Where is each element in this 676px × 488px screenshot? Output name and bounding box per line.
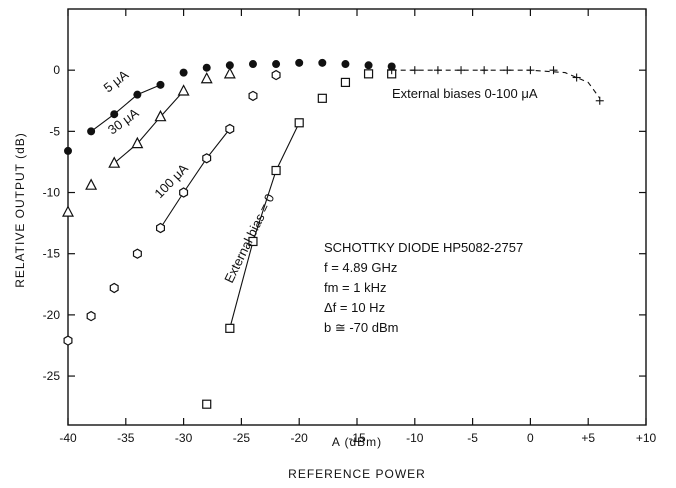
y-tick-label: -5 bbox=[49, 124, 60, 138]
data-point bbox=[156, 222, 165, 234]
data-point bbox=[318, 58, 327, 67]
data-point bbox=[63, 335, 73, 346]
data-point bbox=[225, 323, 235, 333]
x-tick-label: -15 bbox=[348, 431, 366, 445]
data-point bbox=[572, 73, 581, 82]
data-point bbox=[85, 178, 98, 190]
x-tick-label: -20 bbox=[291, 431, 309, 445]
data-point bbox=[156, 80, 165, 89]
data-point bbox=[62, 205, 74, 217]
data-point bbox=[480, 66, 489, 75]
y-tick-label: -25 bbox=[43, 369, 61, 383]
data-point bbox=[503, 66, 512, 75]
data-point bbox=[248, 60, 257, 69]
data-point bbox=[202, 63, 211, 72]
data-point bbox=[271, 165, 281, 176]
data-point bbox=[200, 71, 213, 84]
info-line: b ≅ -70 dBm bbox=[324, 320, 398, 335]
y-tick-label: -20 bbox=[43, 308, 61, 322]
x-tick-label: -5 bbox=[467, 431, 478, 445]
data-point bbox=[179, 68, 188, 77]
data-point bbox=[179, 187, 189, 198]
data-point bbox=[433, 66, 442, 75]
x-tick-label: -30 bbox=[175, 431, 193, 445]
x-tick-label: -25 bbox=[233, 431, 251, 445]
label-external-bias-0: External bias = 0 bbox=[221, 191, 277, 285]
data-point bbox=[295, 58, 304, 67]
data-point bbox=[133, 90, 142, 99]
x-tick-label: +5 bbox=[581, 431, 595, 445]
y-tick-label: 0 bbox=[53, 63, 60, 77]
y-axis-title: RELATIVE OUTPUT (dB) bbox=[13, 132, 27, 288]
data-point bbox=[595, 96, 604, 105]
x-axis-secondary-title: REFERENCE POWER bbox=[288, 467, 426, 481]
data-point bbox=[132, 248, 142, 259]
data-point bbox=[202, 153, 212, 164]
x-tick-label: 0 bbox=[527, 431, 534, 445]
data-point bbox=[272, 60, 281, 69]
data-points bbox=[62, 58, 604, 409]
data-point bbox=[271, 69, 281, 81]
data-point bbox=[341, 60, 350, 69]
data-point bbox=[294, 118, 304, 128]
data-point bbox=[549, 66, 558, 75]
x-axis-title: A (dBm) bbox=[332, 435, 382, 449]
data-point bbox=[248, 236, 258, 247]
data-point bbox=[87, 127, 96, 136]
data-point bbox=[317, 93, 327, 103]
data-point bbox=[340, 77, 351, 88]
fit-line bbox=[160, 128, 231, 229]
x-tick-label: -35 bbox=[117, 431, 135, 445]
axis-tick-labels: -40 -35 -30 -25 -20 -15 -10 -5 0 +5 +10 0 -5 -10 -15 -2… bbox=[43, 63, 657, 445]
data-point bbox=[248, 90, 258, 102]
x-tick-label: +10 bbox=[636, 431, 657, 445]
data-point bbox=[223, 67, 236, 79]
label-30ua: 30 μA bbox=[105, 105, 142, 137]
info-line: fm = 1 kHz bbox=[324, 280, 387, 295]
data-point bbox=[86, 310, 96, 322]
data-point bbox=[410, 66, 419, 75]
data-point bbox=[363, 69, 374, 79]
data-point bbox=[110, 110, 119, 119]
x-tick-label: -40 bbox=[59, 431, 77, 445]
fit-line bbox=[113, 90, 185, 164]
data-point bbox=[108, 156, 121, 168]
data-point bbox=[225, 61, 234, 70]
data-point bbox=[109, 282, 119, 294]
info-line: SCHOTTKY DIODE HP5082-2757 bbox=[324, 240, 523, 255]
fit-line bbox=[229, 122, 300, 329]
data-point bbox=[154, 109, 167, 122]
data-point bbox=[526, 66, 535, 75]
data-point bbox=[225, 123, 235, 135]
data-point bbox=[64, 146, 72, 155]
data-point bbox=[131, 136, 144, 149]
y-tick-label: -15 bbox=[43, 247, 61, 261]
label-external-biases: External biases 0-100 μA bbox=[392, 86, 538, 101]
plot-frame bbox=[67, 8, 647, 426]
axis-ticks bbox=[67, 9, 647, 425]
data-point bbox=[387, 66, 396, 75]
data-point bbox=[177, 84, 190, 96]
data-point bbox=[364, 61, 373, 70]
y-tick-label: -10 bbox=[43, 186, 61, 200]
data-point bbox=[202, 399, 212, 409]
label-5ua: 5 μA bbox=[101, 67, 132, 96]
info-line: Δf = 10 Hz bbox=[324, 300, 385, 315]
fit-line bbox=[90, 84, 161, 132]
x-tick-label: -10 bbox=[406, 431, 424, 445]
data-point bbox=[457, 66, 466, 75]
info-line: f = 4.89 GHz bbox=[324, 260, 397, 275]
info-block: SCHOTTKY DIODE HP5082-2757 f = 4.89 GHz … bbox=[324, 240, 523, 335]
